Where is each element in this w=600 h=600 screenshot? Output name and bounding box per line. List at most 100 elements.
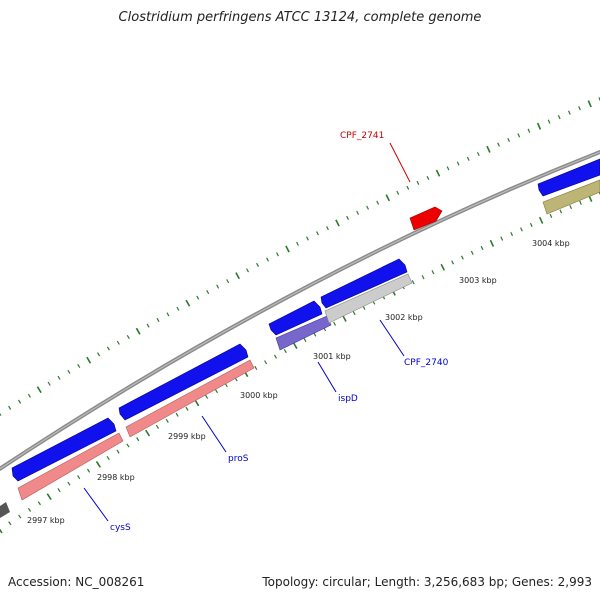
outer-ticks-tick (47, 381, 51, 386)
scale-label-2999: 2999 kbp (168, 432, 206, 441)
olive-feature[interactable] (542, 179, 600, 215)
map-title: Clostridium perfringens ATCC 13124, comp… (118, 10, 482, 25)
inner-ticks-tick (77, 475, 81, 480)
inner-ticks-tick (136, 437, 140, 442)
inner-ticks-tick (214, 388, 219, 394)
inner-ticks-tick (529, 222, 533, 227)
outer-ticks-tick (578, 106, 581, 111)
outer-ticks-tick (356, 210, 360, 215)
scale-label-3004: 3004 kbp (532, 239, 570, 248)
inner-ticks-tick (116, 449, 120, 454)
scale-label-3002: 3002 kbp (385, 313, 423, 322)
outer-ticks-tick (306, 236, 309, 241)
outer-ticks-tick (435, 169, 441, 177)
inner-ticks-tick (451, 260, 455, 265)
outer-ticks-tick (326, 226, 329, 231)
rna-feature-1[interactable] (17, 432, 124, 501)
inner-ticks-tick (520, 227, 523, 232)
outer-ticks-tick (77, 363, 81, 369)
outer-ticks-tick (416, 180, 420, 185)
inner-ticks-tick (95, 460, 101, 468)
inner-ticks-tick (86, 468, 91, 473)
dark-feature-edge[interactable] (0, 502, 10, 518)
outer-ticks-tick (335, 219, 340, 227)
outer-ticks-tick (17, 399, 22, 404)
red-feature[interactable] (409, 206, 443, 231)
inner-ticks-tick (470, 250, 474, 255)
outer-ticks-tick (36, 386, 42, 394)
outer-ticks-tick (235, 272, 241, 280)
cds-feature-4[interactable] (320, 258, 408, 309)
inner-ticks-tick (67, 481, 71, 486)
inner-ticks-tick (352, 311, 356, 316)
inner-ticks-tick (480, 245, 484, 251)
inner-ticks-tick (18, 514, 22, 519)
outer-ticks-tick (536, 122, 542, 130)
genome-summary-text: Topology: circular; Length: 3,256,683 bp… (262, 575, 592, 589)
outer-ticks-tick (156, 317, 160, 322)
inner-ticks-tick (106, 455, 110, 461)
outer-ticks-tick (86, 356, 92, 364)
outer-tick-ring (0, 97, 600, 416)
outer-ticks-tick (216, 284, 220, 289)
outer-ticks-tick (135, 327, 141, 335)
outer-ticks-tick (176, 306, 180, 311)
outer-ticks-tick (476, 151, 480, 157)
cds-feature-2[interactable] (118, 343, 249, 421)
outer-ticks-tick (568, 110, 571, 115)
inner-ticks-tick (431, 270, 435, 275)
scale-label-3001: 3001 kbp (313, 352, 351, 361)
gene-label-cysS[interactable]: cysS (110, 523, 131, 533)
gray-feature[interactable] (324, 273, 413, 324)
outer-ticks-tick (316, 231, 319, 236)
outer-ticks-tick (226, 279, 230, 284)
outer-ticks-tick (366, 205, 370, 210)
inner-ticks-tick (254, 365, 258, 370)
outer-ticks-tick (67, 369, 71, 374)
outer-ticks-tick (106, 346, 110, 351)
outer-ticks-tick (146, 323, 150, 328)
scale-label-3000: 3000 kbp (240, 391, 278, 400)
inner-ticks-tick (185, 406, 189, 411)
outer-ticks-tick (206, 290, 210, 295)
outer-ticks-tick (486, 145, 491, 153)
inner-ticks-tick (538, 216, 544, 224)
inner-ticks-tick (292, 342, 298, 349)
gene-label-CPF_2740[interactable]: CPF_2740 (404, 358, 449, 368)
inner-ticks-tick (510, 231, 514, 237)
outer-ticks-tick (527, 128, 531, 133)
outer-ticks-tick (507, 137, 511, 143)
inner-ticks-tick (283, 349, 287, 354)
outer-ticks-tick (346, 215, 350, 220)
outer-ticks-tick (385, 194, 391, 202)
outer-ticks-tick (166, 312, 170, 317)
inner-ticks-tick (500, 236, 504, 241)
outer-ticks-tick (547, 119, 551, 124)
outer-ticks-tick (285, 245, 290, 253)
gene-label-ispD[interactable]: ispD (338, 394, 358, 404)
genome-backbone-highlight (0, 151, 600, 470)
outer-ticks-tick (246, 268, 250, 273)
scale-label-3003: 3003 kbp (459, 276, 497, 285)
inner-ticks-tick (145, 429, 151, 437)
outer-ticks-tick (557, 115, 561, 120)
scale-labels: 2997 kbp 2998 kbp 2999 kbp 3000 kbp 3001… (27, 239, 570, 525)
cds-feature-1[interactable] (11, 417, 117, 482)
outer-ticks-tick (196, 295, 200, 300)
inner-ticks-tick (264, 360, 268, 365)
inner-ticks-tick (303, 337, 307, 343)
cds-feature-5[interactable] (537, 158, 600, 197)
callout-lines (83, 142, 411, 522)
cds-feature-3[interactable] (268, 300, 323, 336)
outer-ticks-tick (296, 241, 299, 246)
rna-feature-2[interactable] (125, 359, 255, 438)
purple-feature[interactable] (275, 315, 332, 351)
gene-label-CPF_2741[interactable]: CPF_2741 (340, 131, 384, 141)
outer-ticks-tick (116, 340, 120, 345)
inner-ticks-tick (549, 213, 553, 218)
outer-ticks-tick (266, 257, 270, 262)
callout-line-CPF_2740 (379, 319, 405, 357)
gene-label-proS[interactable]: proS (228, 454, 249, 464)
